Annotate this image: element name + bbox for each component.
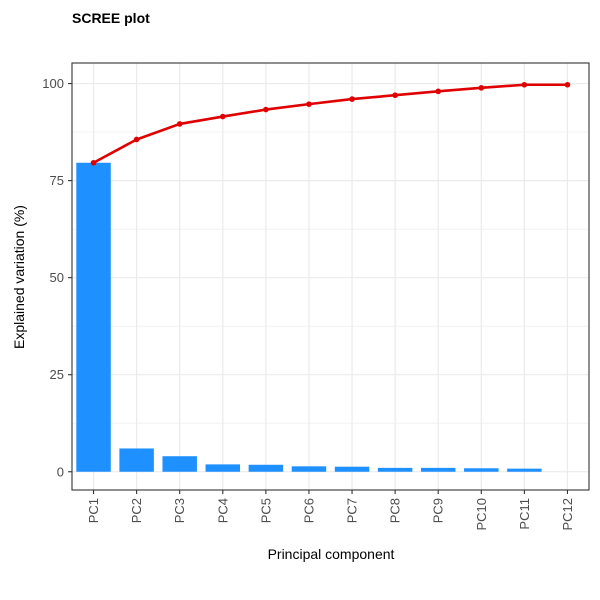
cumulative-point-pc8	[392, 92, 398, 99]
bar-pc1	[76, 162, 111, 472]
cumulative-point-pc1	[90, 159, 97, 166]
y-tick-label: 50	[50, 270, 64, 285]
x-tick-label-pc1: PC1	[86, 498, 101, 523]
plot-panel: 0 25 50 75 100 PC1 PC2 PC3 PC4 PC5 PC6 PC7 PC8 PC9 PC1…	[42, 62, 590, 531]
x-tick-label-pc2: PC2	[129, 498, 144, 523]
x-tick-label-pc12: PC12	[560, 498, 575, 531]
x-tick-label-pc7: PC7	[345, 498, 360, 523]
bar-pc2	[119, 448, 154, 472]
y-tick-label: 75	[50, 173, 64, 188]
y-tick-label: 100	[42, 76, 64, 91]
x-tick-label-pc9: PC9	[431, 498, 446, 523]
cumulative-point-pc9	[435, 88, 442, 95]
cumulative-point-pc4	[219, 113, 226, 120]
panel-border	[71, 62, 590, 491]
bar-pc8	[377, 467, 413, 472]
bar-pc6	[291, 466, 327, 472]
chart-title: SCREE plot	[72, 10, 150, 26]
cumulative-point-pc6	[306, 101, 312, 107]
x-axis-title: Principal component	[268, 546, 395, 562]
x-tick-label-pc10: PC10	[474, 498, 489, 531]
cumulative-point-pc11	[521, 81, 528, 88]
bar-pc9	[420, 467, 456, 472]
x-tick-label-pc3: PC3	[172, 498, 187, 523]
y-axis-title: Explained variation (%)	[11, 205, 27, 349]
bar-pc4	[205, 464, 241, 472]
x-tick-label-pc4: PC4	[215, 498, 230, 523]
x-tick-label-pc6: PC6	[301, 498, 316, 523]
cumulative-line	[92, 83, 568, 164]
bar-pc11	[507, 468, 542, 472]
cumulative-point-pc7	[349, 96, 355, 102]
cumulative-point-pc3	[176, 121, 183, 127]
bar-pc5	[248, 464, 284, 472]
cumulative-point-pc12	[564, 81, 571, 88]
x-tick-label-pc11: PC11	[517, 498, 532, 530]
bar-pc3	[162, 456, 197, 472]
cumulative-point-pc10	[478, 85, 485, 91]
cumulative-point-pc2	[133, 136, 140, 143]
x-tick-label-pc5: PC5	[258, 498, 273, 523]
bar-pc10	[464, 468, 499, 472]
y-tick-label: 25	[50, 367, 64, 382]
y-tick-label: 0	[57, 464, 64, 479]
bar-pc7	[334, 466, 370, 472]
x-tick-label-pc8: PC8	[388, 498, 403, 523]
cumulative-point-pc5	[263, 106, 269, 113]
